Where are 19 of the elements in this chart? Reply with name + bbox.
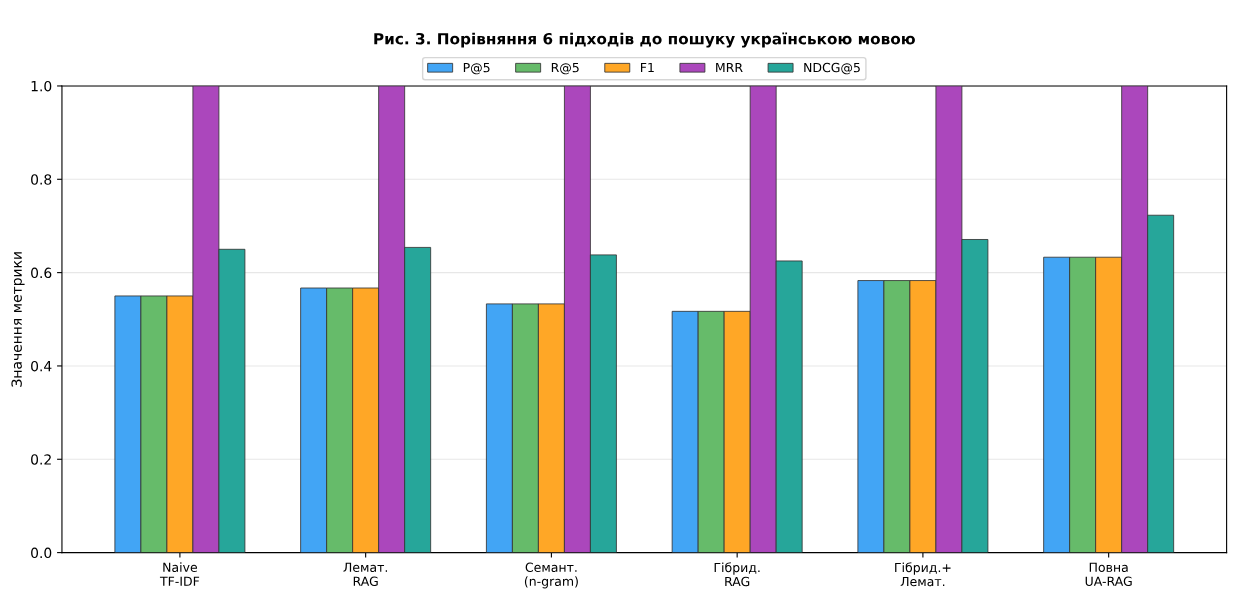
legend-label: R@5 [551,63,579,75]
chart-title: Рис. 3. Порівняння 6 підходів до пошуку українською мовою [374,32,915,48]
x-tick-label: Гібрид.+ Лемат. [895,562,951,587]
y-tick-label: 1.0 [31,80,52,92]
legend-label: NDCG@5 [804,62,860,75]
y-tick-label: 0.0 [31,547,52,559]
x-tick-label: Гібрид. RAG [714,562,760,587]
x-tick-label: Семант. (n-gram) [524,562,578,589]
y-tick-label: 0.4 [31,360,52,372]
x-tick-label: Повна UA-RAG [1085,562,1132,586]
y-tick-label: 0.6 [31,267,52,279]
y-axis-title: Значення метрики [11,252,25,387]
legend-label: P@5 [463,63,490,75]
x-tick-label: Лемат. RAG [343,562,388,586]
legend-label: MRR [716,63,743,73]
legend-label: F1 [641,63,654,73]
x-tick-label: Naive TF-IDF [159,562,200,586]
y-tick-label: 0.2 [31,454,51,465]
y-tick-label: 0.8 [31,174,52,185]
